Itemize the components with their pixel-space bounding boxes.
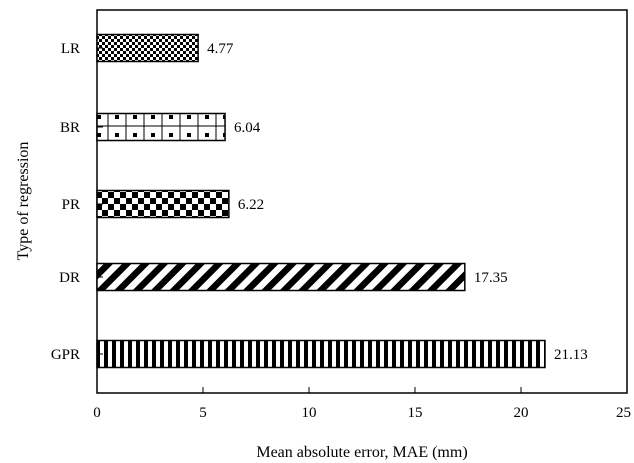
data-label-br: 6.04	[234, 120, 261, 136]
x-tick-label: 10	[302, 405, 317, 421]
data-label-lr: 4.77	[207, 41, 234, 57]
category-label-gpr: GPR	[51, 347, 80, 363]
bars-group: 4.77 6.04 6.22 17.35 21.13	[96, 33, 588, 369]
bar-dr	[96, 262, 466, 292]
bar-pr	[96, 189, 230, 219]
x-tick-label: 15	[408, 405, 423, 421]
category-label-lr: LR	[61, 41, 80, 57]
x-axis-title: Mean absolute error, MAE (mm)	[256, 444, 467, 461]
x-tick-label: 20	[514, 405, 529, 421]
x-tick-label: 5	[199, 405, 207, 421]
bar-lr	[96, 33, 199, 63]
y-axis: LR BR PR DR GPR	[51, 41, 103, 363]
x-axis: 0 5 10 15 20 25	[93, 387, 631, 421]
data-label-pr: 6.22	[238, 197, 264, 213]
bar-br	[96, 112, 226, 142]
x-tick-label: 25	[616, 405, 631, 421]
category-label-br: BR	[60, 120, 80, 136]
y-axis-title: Type of regression	[15, 142, 32, 261]
category-label-dr: DR	[59, 270, 80, 286]
bar-gpr	[96, 339, 546, 369]
data-label-dr: 17.35	[474, 270, 508, 286]
data-label-gpr: 21.13	[554, 347, 588, 363]
x-tick-label: 0	[93, 405, 101, 421]
category-label-pr: PR	[62, 197, 80, 213]
